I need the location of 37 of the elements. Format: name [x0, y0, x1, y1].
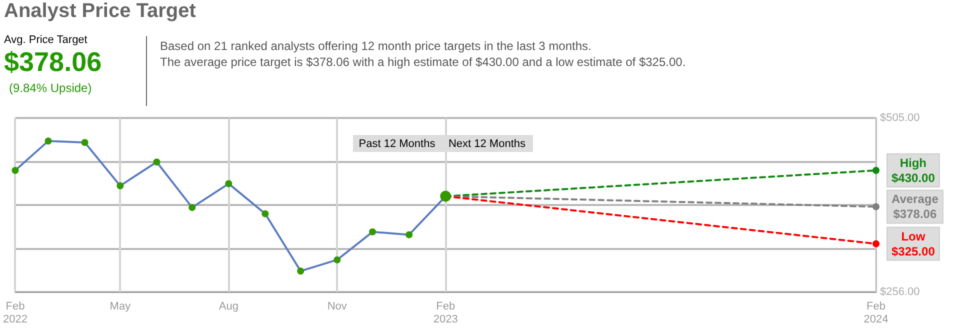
text: $378.06	[4, 47, 102, 78]
point	[188, 204, 196, 211]
y-tick-label: $505.00	[880, 112, 920, 124]
point	[872, 166, 880, 174]
y-tick-label: $256.00	[880, 286, 920, 298]
point	[116, 182, 124, 190]
x-tick-label: Feb 2023	[433, 300, 458, 326]
x-tick-label: May	[110, 300, 132, 312]
series-label: Average	[891, 192, 939, 206]
point	[872, 203, 880, 210]
point	[406, 231, 413, 238]
chart-title: Analyst Price Target	[4, 0, 196, 23]
annotation: Past 12 Months	[358, 138, 436, 150]
x-tick-label: Nov	[327, 300, 348, 312]
text: Avg. Price Target	[4, 34, 88, 46]
x-tick-label: Feb 2022	[2, 300, 28, 326]
data-label: $325.00	[891, 244, 936, 258]
text: Based on 21 ranked analysts offering 12 month price targets in the last 3 months.	[160, 39, 592, 53]
data-label: $378.06	[893, 207, 937, 222]
point	[12, 166, 19, 174]
text: (9.84% Upside)	[9, 81, 92, 95]
point	[153, 158, 160, 166]
point	[369, 228, 376, 236]
point	[81, 138, 88, 146]
point	[44, 138, 52, 145]
text: The average price target is $378.06 with a high estimate of $430.00 and a low estimate of $325.00.	[160, 55, 686, 69]
series-label: High	[900, 156, 927, 170]
point	[262, 210, 269, 218]
point	[872, 240, 880, 248]
x-tick-label: Aug	[218, 300, 238, 312]
x-tick-label: Feb 2024	[864, 300, 888, 326]
annotation: Next 12 Months	[447, 138, 527, 150]
series-label: Low	[901, 229, 926, 244]
data-label: $430.00	[891, 170, 936, 185]
point	[334, 256, 341, 264]
point	[297, 268, 304, 275]
point	[225, 180, 232, 188]
